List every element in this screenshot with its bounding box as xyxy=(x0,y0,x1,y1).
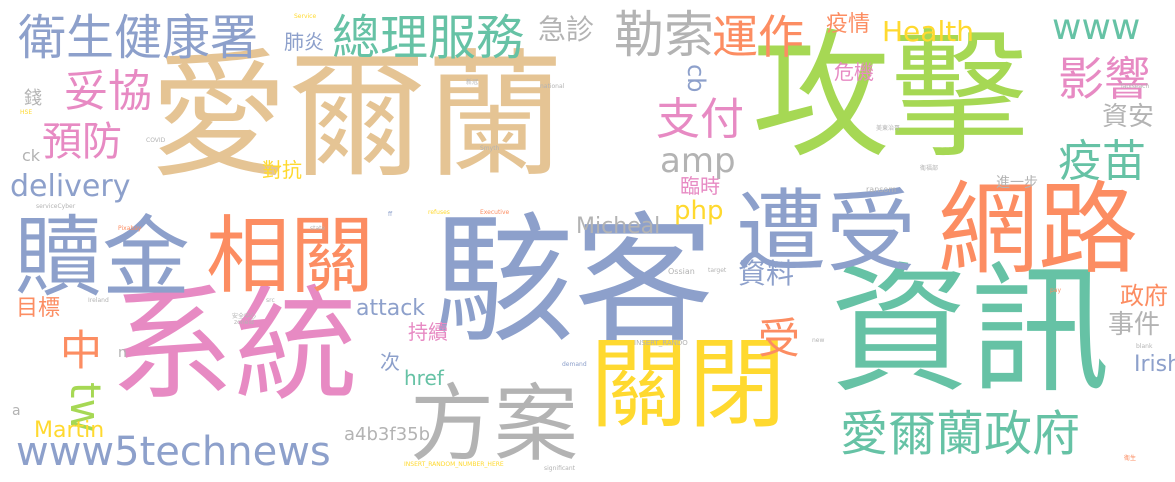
word: 持續 xyxy=(408,320,448,344)
word: 疫情 xyxy=(826,12,871,37)
word: COVID xyxy=(146,137,166,144)
word: 資訊 xyxy=(830,250,1111,413)
word: 系統 xyxy=(110,274,359,418)
word: Executive xyxy=(480,209,510,216)
word: 總理服務 xyxy=(332,10,525,66)
word: a xyxy=(12,403,21,419)
word: Ireland xyxy=(88,297,109,304)
word: 資料 xyxy=(738,257,795,290)
word: 疫苗 xyxy=(1058,136,1146,187)
word: new xyxy=(812,337,825,344)
word: Health xyxy=(882,15,974,48)
word: 愛爾蘭 xyxy=(150,36,565,197)
word: href xyxy=(404,366,444,390)
word: pay xyxy=(1050,287,1062,294)
word: 相關 xyxy=(206,207,375,305)
word: serviceCyber xyxy=(36,203,76,210)
word: 支付 xyxy=(656,94,744,145)
word: zoneid xyxy=(234,319,254,326)
word: n xyxy=(118,345,127,361)
word: national xyxy=(540,83,565,90)
word: 進一步 xyxy=(996,175,1038,191)
word: 遭受 xyxy=(736,180,916,285)
word: Pixabay xyxy=(118,225,142,232)
word: 勒索 xyxy=(614,6,714,64)
word: 愛爾蘭政府 xyxy=(840,406,1081,462)
word: refuses xyxy=(428,209,450,216)
word: 次 xyxy=(380,350,400,374)
word: 衛生 xyxy=(1124,455,1137,462)
word: INSERT_RANDO xyxy=(634,339,688,347)
word: 目標 xyxy=(16,296,61,321)
word: 安全中心 xyxy=(232,313,257,320)
word: 事件 xyxy=(1108,310,1161,340)
word: 妥協 xyxy=(64,66,152,117)
word: 新冠 xyxy=(466,79,479,86)
word: a4b3f35b xyxy=(344,424,431,445)
word: Martin xyxy=(34,418,105,443)
word: tw xyxy=(61,382,110,433)
word: 網路 xyxy=(938,171,1138,288)
word: 運作 xyxy=(712,10,804,64)
word: 臨時 xyxy=(680,174,720,198)
word: target xyxy=(708,267,727,274)
word: 預防 xyxy=(42,119,122,165)
word: 關閉 xyxy=(590,328,787,442)
word: 錢 xyxy=(24,88,42,109)
word: 衛福部 xyxy=(920,165,939,172)
word: 贖金 xyxy=(14,206,191,309)
word: amp xyxy=(660,141,736,181)
word: www xyxy=(1052,7,1141,48)
word: Smyth xyxy=(480,145,500,152)
word: ck xyxy=(22,146,41,165)
word: php xyxy=(674,196,724,226)
word: 衛生健康署 xyxy=(18,10,259,66)
word: 肺炎 xyxy=(284,30,324,54)
word: 美東治哥 xyxy=(876,125,901,132)
word: 政府 xyxy=(1120,282,1168,310)
word: ransom xyxy=(866,185,897,194)
word: 中 xyxy=(60,326,103,375)
word: demand xyxy=(562,361,587,368)
word: 對抗 xyxy=(262,158,302,182)
word: Ossian xyxy=(668,267,695,276)
word: 方案 xyxy=(410,375,579,473)
word: 影響 xyxy=(1058,52,1150,106)
word: attack xyxy=(356,296,426,321)
word: 危機 xyxy=(834,60,874,84)
word: blank xyxy=(1136,343,1153,350)
word: 受 xyxy=(758,314,801,363)
word: src xyxy=(266,297,275,304)
word: 資安 xyxy=(1102,102,1155,132)
word: cb xyxy=(682,64,710,93)
word: Micheal xyxy=(576,214,661,239)
word: 駭客 xyxy=(434,200,715,363)
word: delivery xyxy=(10,169,131,204)
word: INSERT_RANDOM_NUMBER_HERE xyxy=(404,461,504,468)
word: ff xyxy=(388,211,393,218)
word: HSE xyxy=(20,109,33,116)
word: 急診 xyxy=(538,13,595,46)
word: www5technews xyxy=(16,429,331,475)
word: Service xyxy=(294,13,317,20)
word: state xyxy=(310,225,326,232)
word: 攻擊 xyxy=(752,16,1029,177)
word: Taoiseach xyxy=(1120,83,1150,90)
word: significant xyxy=(544,465,575,472)
word: Irish xyxy=(1134,352,1175,377)
